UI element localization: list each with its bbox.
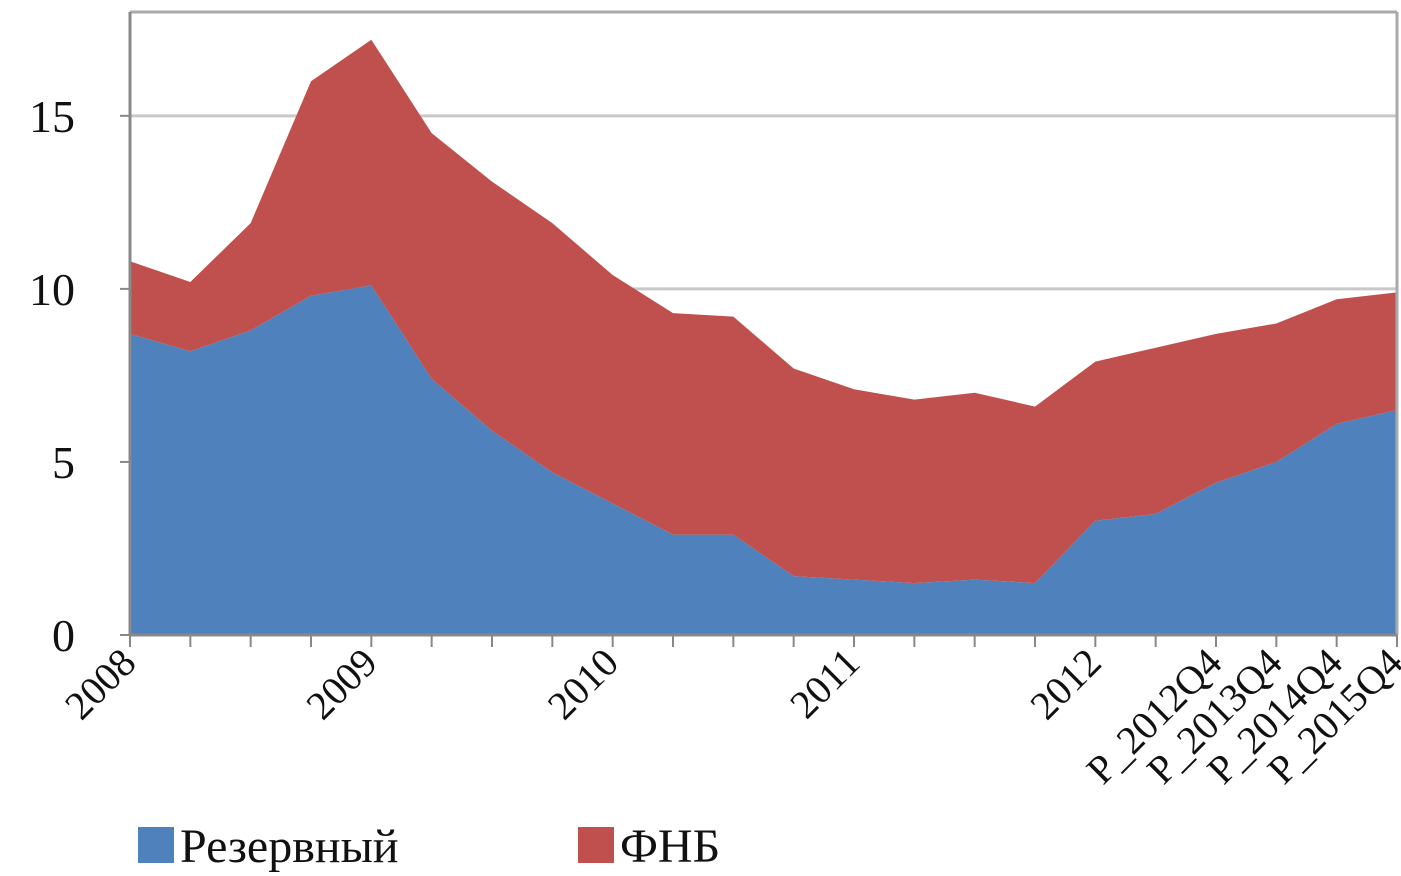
legend-label: ФНБ (620, 820, 720, 873)
area (130, 285, 1397, 635)
area (130, 39, 1397, 584)
x-tick-label: 2011 (781, 640, 868, 727)
y-tick-label: 5 (52, 437, 75, 488)
legend-label: Резервный (180, 820, 399, 873)
legend-swatch (138, 827, 174, 863)
x-tick-label: 2012 (1021, 640, 1109, 728)
y-tick-label: 10 (29, 264, 75, 315)
y-tick-label: 15 (29, 91, 75, 142)
legend-swatch (578, 827, 614, 863)
x-tick-label: 2009 (297, 640, 385, 728)
y-tick-label: 0 (52, 610, 75, 661)
x-tick-label: 2010 (539, 640, 627, 728)
